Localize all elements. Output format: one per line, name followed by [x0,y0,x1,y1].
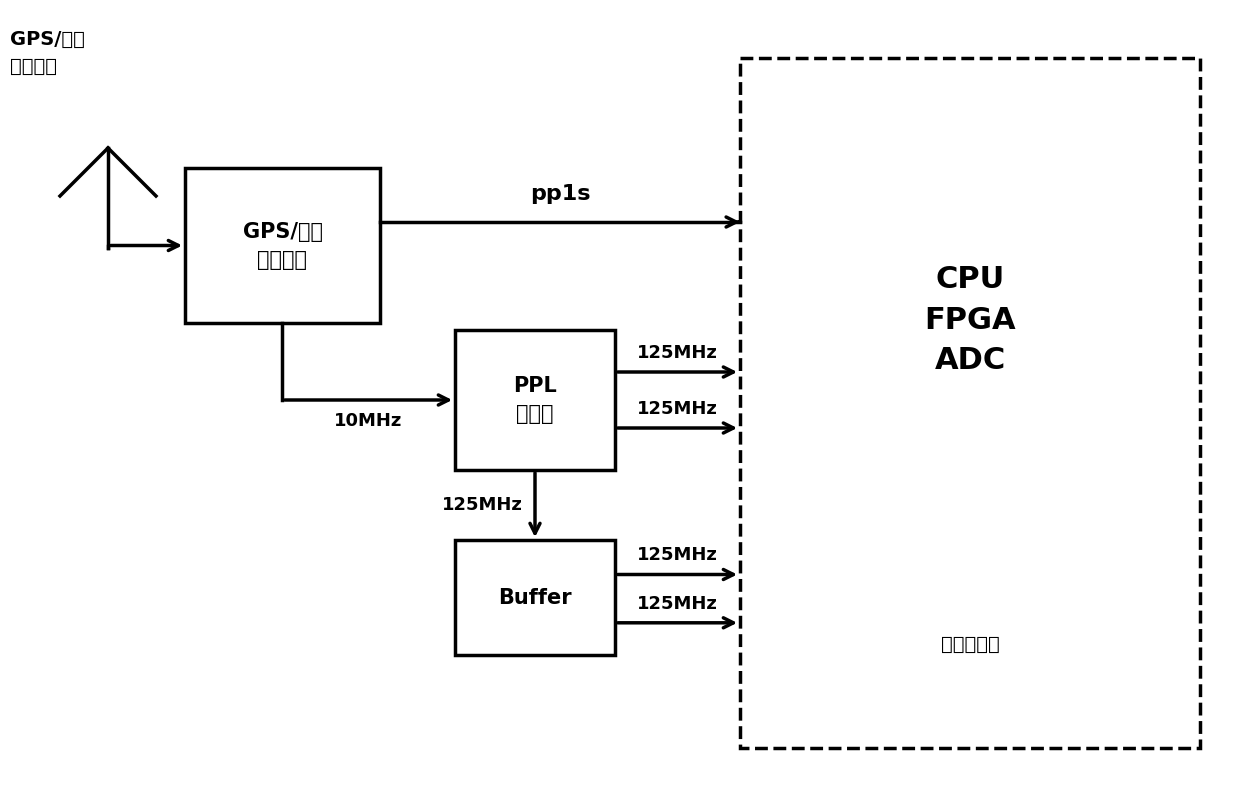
Text: GPS/北斗
接收天线: GPS/北斗 接收天线 [10,30,84,76]
Text: pp1s: pp1s [529,184,590,204]
Bar [455,540,615,655]
Bar [455,330,615,470]
Text: Buffer: Buffer [498,588,572,608]
Text: CPU
FPGA
ADC: CPU FPGA ADC [924,265,1016,375]
Text: 10MHz: 10MHz [335,412,403,430]
Text: 短波接收机: 短波接收机 [941,635,999,654]
Bar [740,58,1200,748]
Text: 125MHz: 125MHz [637,344,718,362]
Text: 125MHz: 125MHz [637,400,718,418]
Text: 125MHz: 125MHz [637,546,718,564]
Text: PPL
锁相环: PPL 锁相环 [513,376,557,424]
Bar [185,168,379,323]
Text: 125MHz: 125MHz [637,595,718,613]
Text: GPS/北斗
时钟模块: GPS/北斗 时钟模块 [243,221,322,269]
Text: 125MHz: 125MHz [443,496,523,514]
